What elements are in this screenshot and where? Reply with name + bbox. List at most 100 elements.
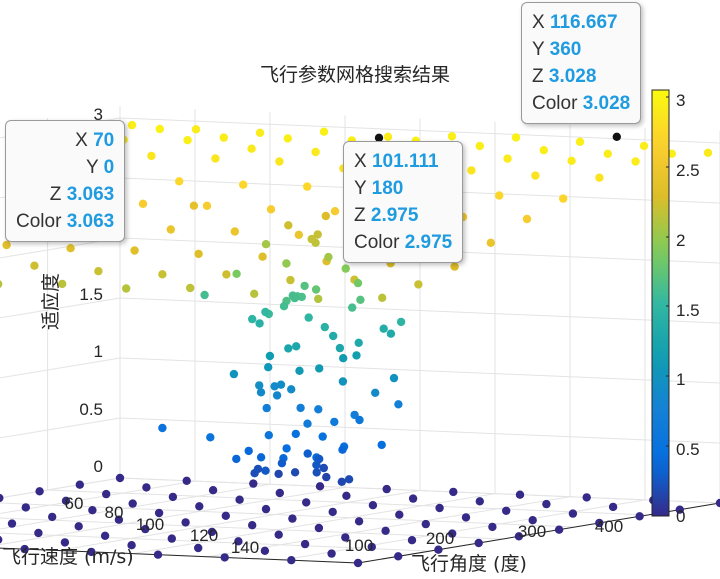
data-point bbox=[61, 496, 71, 505]
data-point bbox=[142, 483, 151, 492]
data-point bbox=[220, 553, 229, 562]
data-point bbox=[338, 445, 347, 454]
x-tick-label: 100 bbox=[345, 536, 373, 555]
colorbar-bar bbox=[651, 89, 670, 517]
datatip[interactable]: X 116.667 Y 360 Z 3.028 Color 3.028 bbox=[521, 2, 642, 124]
data-point bbox=[344, 475, 354, 484]
data-point bbox=[290, 468, 300, 477]
data-point bbox=[389, 373, 399, 383]
data-point bbox=[222, 270, 231, 279]
data-point bbox=[595, 173, 604, 182]
data-point bbox=[183, 136, 192, 145]
data-point bbox=[475, 497, 484, 506]
data-point bbox=[127, 120, 137, 130]
data-point bbox=[595, 518, 604, 528]
data-point bbox=[230, 227, 239, 236]
data-point bbox=[311, 285, 321, 294]
data-point bbox=[435, 503, 444, 513]
data-point bbox=[322, 472, 331, 482]
x-tick-label: 200 bbox=[426, 529, 454, 548]
data-point bbox=[282, 444, 291, 453]
data-point bbox=[354, 517, 364, 526]
data-point bbox=[21, 503, 30, 512]
x-axis-line bbox=[0, 547, 359, 564]
data-point bbox=[554, 525, 564, 534]
data-point bbox=[207, 527, 217, 537]
datatip[interactable]: X 101.111 Y 180 Z 2.975 Color 2.975 bbox=[343, 141, 464, 263]
data-point bbox=[639, 141, 649, 151]
data-point bbox=[60, 538, 70, 547]
data-point bbox=[277, 459, 287, 468]
data-point bbox=[319, 463, 328, 473]
data-point bbox=[531, 171, 540, 180]
grid-line bbox=[0, 297, 720, 324]
data-point bbox=[304, 313, 313, 322]
y-tick-label: 100 bbox=[136, 515, 164, 534]
data-point bbox=[295, 366, 304, 375]
data-point bbox=[258, 252, 267, 261]
data-point bbox=[567, 156, 576, 165]
data-point bbox=[266, 205, 276, 214]
data-point bbox=[511, 133, 521, 142]
datatip-key: Color bbox=[354, 232, 400, 253]
data-point bbox=[314, 523, 324, 533]
z-tick-label: 0.5 bbox=[79, 400, 103, 419]
z-tick-label: 3 bbox=[94, 105, 103, 124]
data-point bbox=[341, 264, 350, 273]
data-point bbox=[514, 532, 524, 541]
data-point bbox=[275, 488, 284, 498]
data-point bbox=[300, 281, 309, 291]
data-point bbox=[130, 246, 139, 255]
data-point bbox=[195, 502, 204, 511]
data-point bbox=[186, 283, 195, 293]
data-point bbox=[270, 382, 279, 391]
colorbar-tick-label: 1.5 bbox=[676, 301, 700, 320]
data-point bbox=[367, 542, 376, 552]
data-point bbox=[488, 522, 497, 532]
data-point bbox=[378, 293, 387, 302]
data-point bbox=[261, 504, 271, 514]
z-tick-label: 0 bbox=[94, 457, 103, 476]
data-point bbox=[284, 344, 293, 353]
data-point bbox=[181, 518, 190, 527]
data-point bbox=[114, 515, 124, 524]
data-point bbox=[559, 194, 568, 203]
data-point bbox=[239, 180, 248, 189]
data-point bbox=[255, 381, 264, 390]
data-point bbox=[408, 494, 418, 503]
data-point bbox=[330, 417, 339, 427]
data-point bbox=[303, 182, 312, 191]
data-point bbox=[189, 201, 199, 210]
data-point bbox=[335, 343, 345, 353]
datatip-value: 2.975 bbox=[404, 232, 453, 253]
data-point bbox=[274, 469, 283, 479]
data-point bbox=[182, 476, 191, 485]
data-point bbox=[221, 511, 230, 520]
data-point bbox=[229, 369, 239, 379]
data-point bbox=[30, 261, 39, 270]
data-point bbox=[314, 405, 323, 414]
data-point bbox=[279, 302, 289, 311]
y-tick-label: 120 bbox=[190, 526, 218, 545]
data-point bbox=[66, 244, 75, 253]
data-point bbox=[342, 491, 351, 500]
data-point bbox=[475, 141, 484, 151]
data-point bbox=[355, 415, 364, 425]
data-point bbox=[448, 529, 457, 538]
datatip[interactable]: X 70 Y 0 Z 3.063 Color 3.063 bbox=[5, 120, 126, 242]
data-point bbox=[262, 403, 271, 413]
data-point bbox=[0, 493, 4, 503]
z-tick-label: 1.5 bbox=[79, 285, 103, 304]
data-point bbox=[667, 149, 676, 158]
datatip-marker bbox=[612, 132, 621, 141]
data-point bbox=[235, 495, 244, 504]
data-point bbox=[35, 487, 44, 496]
data-point bbox=[127, 541, 136, 550]
data-point bbox=[414, 280, 423, 289]
data-point bbox=[261, 466, 270, 475]
data-point bbox=[256, 453, 266, 462]
data-point bbox=[88, 506, 97, 515]
data-point bbox=[328, 507, 337, 517]
data-point bbox=[100, 531, 110, 540]
data-point bbox=[315, 364, 324, 373]
